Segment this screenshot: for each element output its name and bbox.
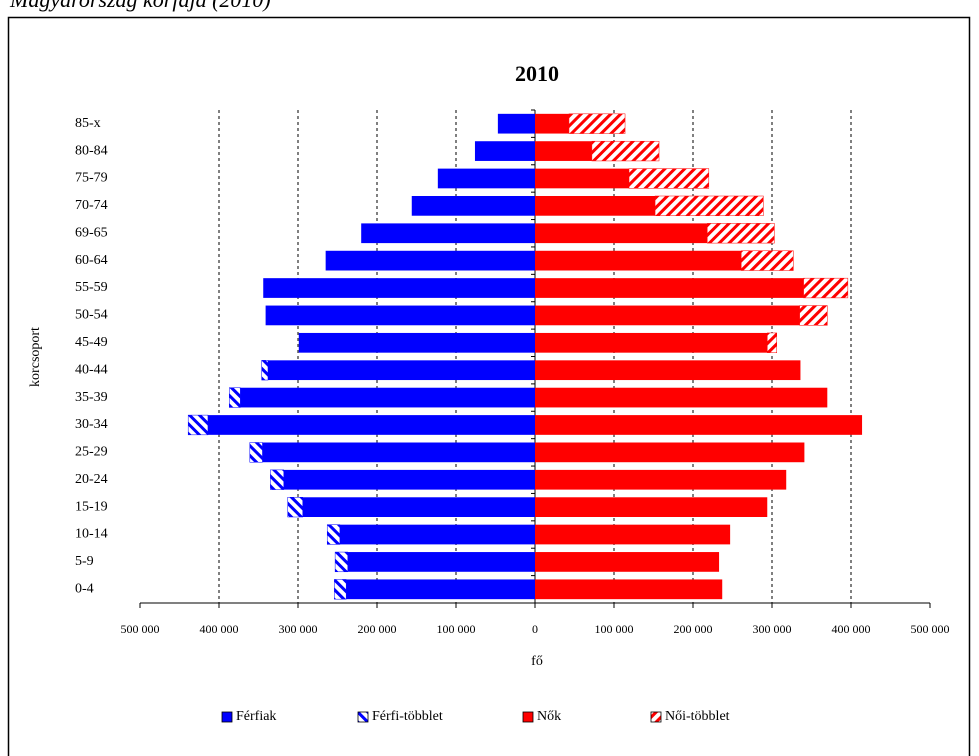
bar [535,278,804,298]
y-tick-label: 69-65 [75,225,108,240]
bar [283,469,535,490]
x-axis-label: fő [531,654,543,669]
y-tick-label: 15-19 [75,499,108,514]
bar [535,469,787,490]
bar [535,579,723,600]
y-tick-label: 55-59 [75,280,108,295]
y-tick-label: 60-64 [75,253,108,268]
bar [474,141,535,161]
bar [262,442,535,463]
bar [187,414,209,436]
bar [535,360,801,381]
y-tick-label: 40-44 [75,362,108,377]
bar [628,168,710,189]
bar [535,305,800,326]
legend-label: Nők [537,709,561,724]
bar [767,332,777,353]
x-tick-label: 500 000 [911,622,950,636]
x-tick-label: 200 000 [358,622,397,636]
y-tick-label: 80-84 [75,143,108,158]
legend-label: Női-többlet [665,709,730,724]
y-tick-label: 50-54 [75,308,108,323]
bar [497,113,535,134]
bar [535,250,742,271]
y-tick-label: 45-49 [75,335,108,350]
bar [535,442,805,463]
y-tick-label: 20-24 [75,472,108,487]
y-tick-label: 25-29 [75,445,108,460]
y-tick-label: 0-4 [75,582,94,597]
x-tick-label: 500 000 [121,622,160,636]
bar [740,250,794,271]
bar [302,497,535,517]
legend-swatch [650,711,662,723]
frame [7,16,971,756]
bar [298,332,535,353]
bar [654,195,764,216]
legend-swatch [221,711,233,723]
legend-swatch [522,711,534,723]
y-tick-label: 85-x [75,116,101,131]
bar [803,277,849,299]
legend-label: Férfi-többlet [372,709,443,724]
bar [799,305,828,326]
x-tick-label: 100 000 [437,622,476,636]
bar [568,113,626,134]
bar [326,524,341,545]
bar [535,168,630,189]
x-tick-label: 200 000 [674,622,713,636]
bar [263,278,535,298]
bar [207,415,535,435]
bar [261,360,269,381]
bar [347,552,535,572]
x-tick-label: 400 000 [832,622,871,636]
x-tick-label: 300 000 [279,622,318,636]
bar [334,551,349,573]
bar [325,250,535,271]
x-tick-label: 300 000 [753,622,792,636]
bar [535,497,768,517]
bar [535,332,768,353]
bar [437,168,535,189]
bar [535,415,863,435]
bar [591,140,660,162]
bar [240,387,535,408]
y-tick-label: 70-74 [75,198,108,213]
bar [267,360,535,381]
bar [249,442,263,463]
y-tick-label: 75-79 [75,171,108,186]
bar [535,113,569,134]
y-axis-label: korcsoport [28,327,43,387]
bar [334,579,347,600]
bar [535,524,731,545]
x-tick-label: 400 000 [200,622,239,636]
legend-label: Férfiak [236,709,276,724]
page-title: Magyarország korfája (2010) [9,0,271,12]
bar [361,223,535,244]
bar [229,387,241,408]
chart-title: 2010 [515,61,559,86]
bar [535,387,828,408]
bar [411,196,535,216]
bar [706,223,775,244]
x-tick-label: 100 000 [595,622,634,636]
bar [535,141,592,161]
bar [535,196,656,216]
bar [535,552,720,572]
y-tick-label: 10-14 [75,527,108,542]
y-tick-label: 30-34 [75,417,108,432]
bar [287,497,303,518]
y-tick-label: 35-39 [75,390,108,405]
bar [339,524,535,545]
bar [265,305,535,326]
bar [535,223,708,244]
x-tick-label: 0 [532,622,538,636]
bar [270,469,285,490]
legend-swatch [357,711,369,723]
bar [346,579,535,600]
y-tick-label: 5-9 [75,554,94,569]
